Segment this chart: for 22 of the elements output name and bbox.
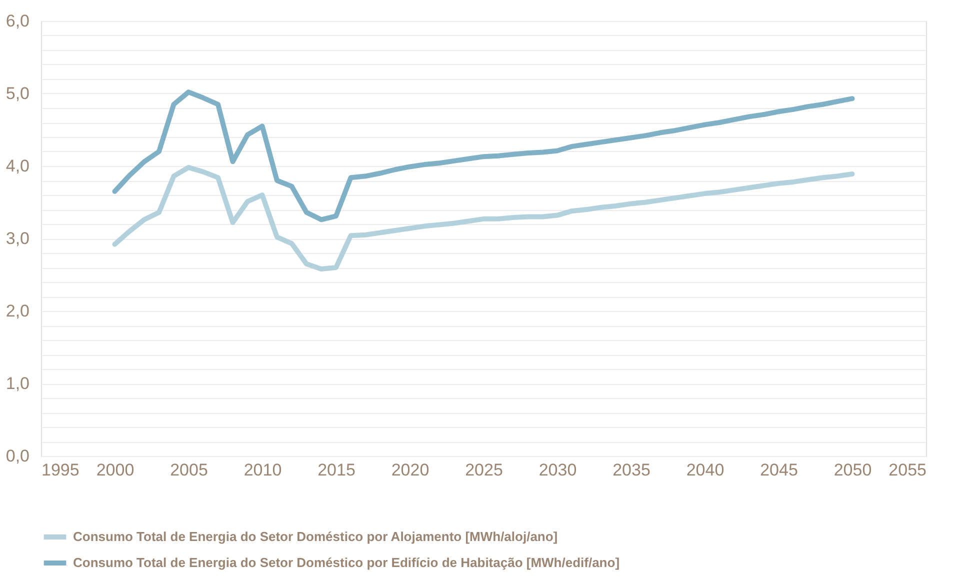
y-tick-label: 1,0 <box>6 374 30 393</box>
legend-label: Consumo Total de Energia do Setor Doméstico por Alojamento [MWh/aloj/ano] <box>73 529 558 544</box>
x-tick-label: 2025 <box>465 460 503 480</box>
y-tick-label: 5,0 <box>6 84 30 103</box>
x-tick-label: 2020 <box>391 460 430 480</box>
x-tick-label: 2055 <box>888 460 926 480</box>
y-tick-label: 3,0 <box>6 229 30 248</box>
x-tick-label: 2040 <box>686 460 724 480</box>
x-tick-label: 2005 <box>170 460 208 480</box>
x-tick-label: 1995 <box>42 460 80 480</box>
y-tick-label: 4,0 <box>6 156 30 176</box>
y-tick-label: 0,0 <box>6 446 30 466</box>
x-tick-label: 2010 <box>244 460 282 480</box>
x-tick-label: 2000 <box>96 460 134 480</box>
legend-label: Consumo Total de Energia do Setor Doméstico por Edifício de Habitação [MWh/edif/ano] <box>73 555 620 570</box>
x-tick-label: 2030 <box>538 460 577 480</box>
y-tick-label: 6,0 <box>6 12 30 30</box>
y-tick-label: 2,0 <box>6 302 30 320</box>
x-tick-label: 2050 <box>834 460 872 480</box>
x-tick-label: 2015 <box>318 460 356 480</box>
x-tick-label: 2045 <box>760 460 798 480</box>
x-tick-label: 2035 <box>612 460 650 480</box>
